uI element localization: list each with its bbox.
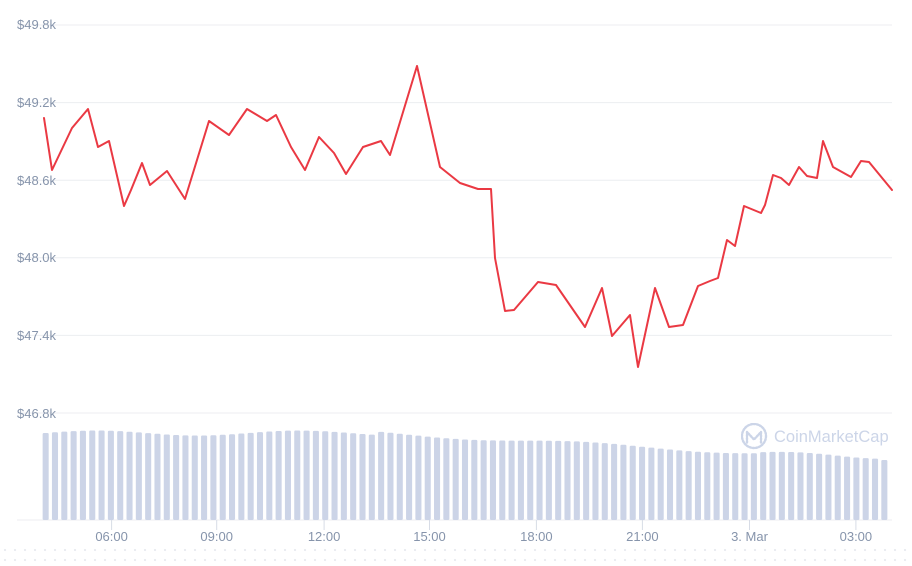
svg-text:CoinMarketCap: CoinMarketCap — [774, 428, 889, 446]
